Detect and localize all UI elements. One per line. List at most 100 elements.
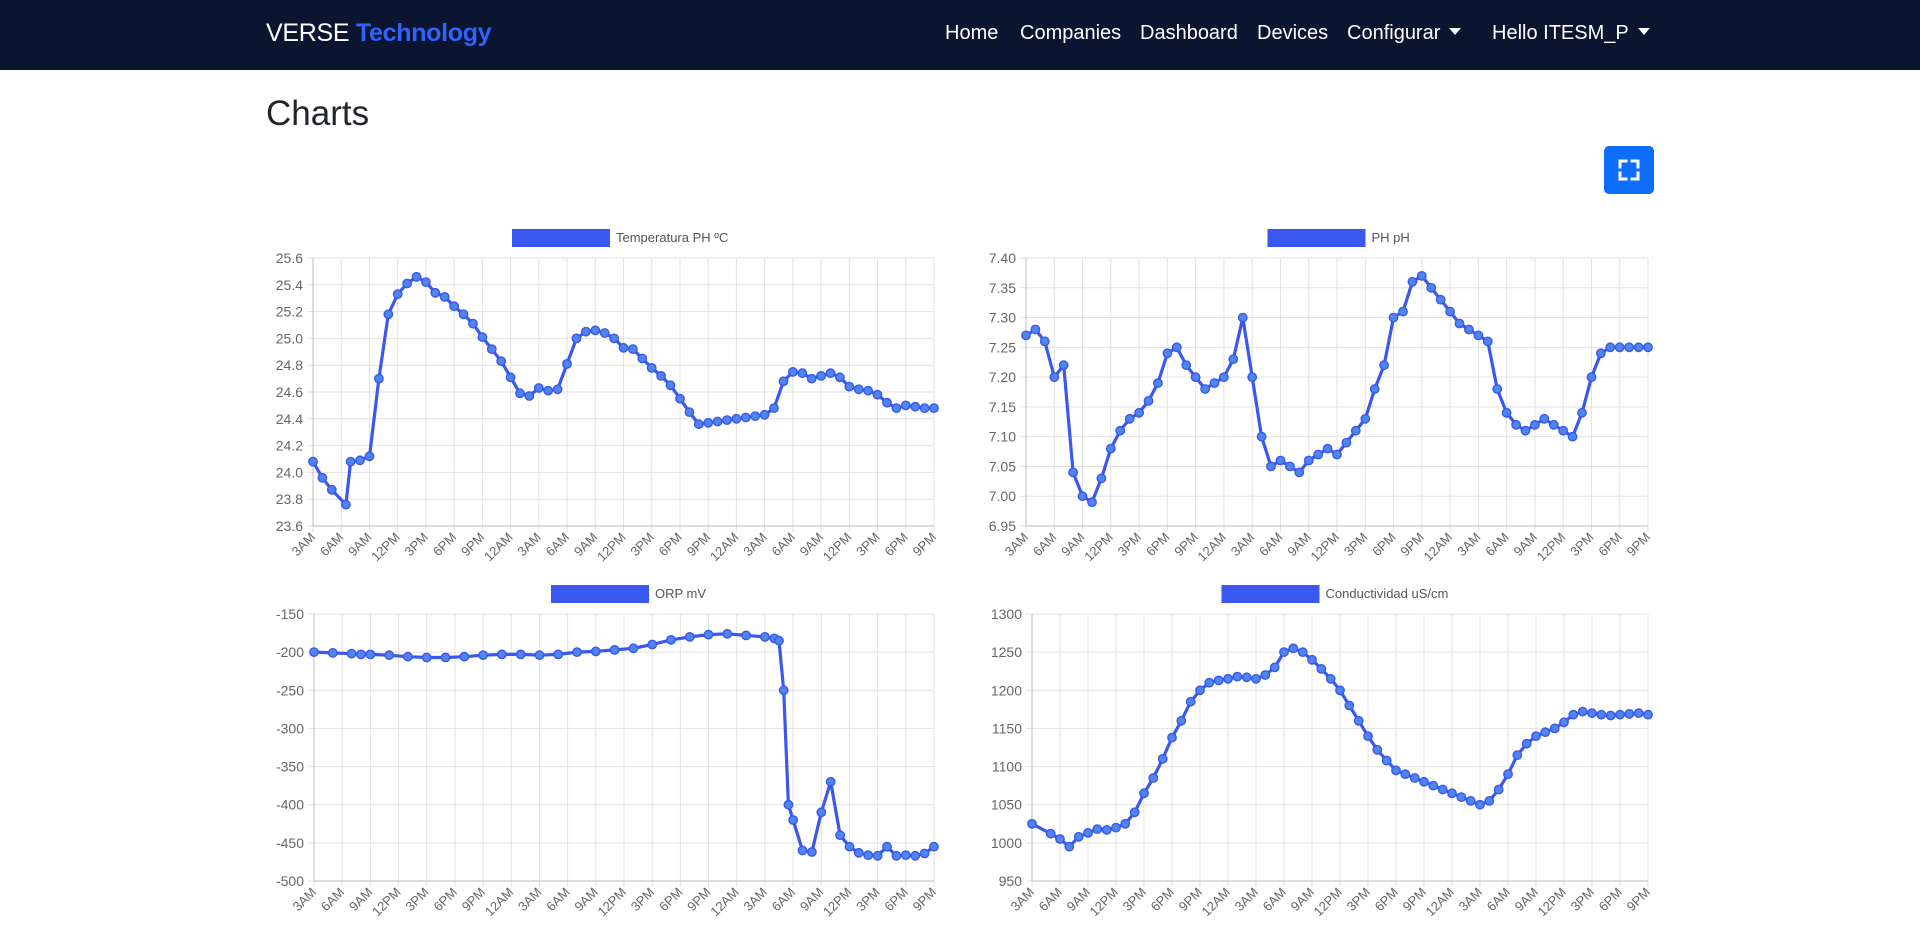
data-point[interactable] bbox=[1503, 769, 1513, 780]
data-point[interactable] bbox=[769, 403, 779, 414]
data-point[interactable] bbox=[383, 309, 394, 320]
data-point[interactable] bbox=[1624, 342, 1635, 353]
data-point[interactable] bbox=[449, 301, 460, 312]
data-point[interactable] bbox=[1322, 443, 1333, 454]
data-point[interactable] bbox=[421, 652, 432, 663]
data-point[interactable] bbox=[1096, 473, 1107, 484]
data-point[interactable] bbox=[1512, 750, 1523, 761]
data-point[interactable] bbox=[543, 385, 554, 396]
data-point[interactable] bbox=[345, 456, 356, 467]
brand-logo[interactable]: VERSE Technology bbox=[266, 19, 492, 48]
data-point[interactable] bbox=[1232, 671, 1243, 682]
data-point[interactable] bbox=[693, 419, 704, 430]
data-point[interactable] bbox=[1303, 455, 1314, 466]
data-point[interactable] bbox=[835, 830, 845, 841]
data-point[interactable] bbox=[910, 850, 921, 861]
data-point[interactable] bbox=[628, 643, 639, 654]
data-point[interactable] bbox=[1139, 788, 1149, 799]
data-point[interactable] bbox=[797, 368, 808, 379]
data-point[interactable] bbox=[853, 847, 864, 858]
data-point[interactable] bbox=[1335, 685, 1345, 696]
data-point[interactable] bbox=[364, 451, 375, 462]
data-point[interactable] bbox=[1539, 413, 1550, 424]
data-point[interactable] bbox=[1021, 330, 1031, 341]
data-point[interactable] bbox=[778, 685, 789, 696]
data-point[interactable] bbox=[1316, 664, 1327, 674]
data-point[interactable] bbox=[1307, 654, 1317, 665]
data-point[interactable] bbox=[553, 649, 564, 660]
nav-dashboard[interactable]: Dashboard bbox=[1140, 22, 1238, 44]
legend-swatch[interactable] bbox=[1221, 585, 1320, 603]
data-point[interactable] bbox=[1463, 324, 1474, 335]
data-point[interactable] bbox=[308, 456, 318, 467]
data-point[interactable] bbox=[666, 635, 676, 645]
data-point[interactable] bbox=[1353, 715, 1364, 726]
data-point[interactable] bbox=[1372, 744, 1383, 755]
data-point[interactable] bbox=[1213, 675, 1224, 686]
data-point[interactable] bbox=[703, 417, 714, 428]
data-point[interactable] bbox=[515, 388, 525, 399]
data-point[interactable] bbox=[1530, 419, 1540, 430]
data-point[interactable] bbox=[327, 648, 338, 658]
data-point[interactable] bbox=[1068, 467, 1079, 478]
data-point[interactable] bbox=[1605, 342, 1616, 353]
data-point[interactable] bbox=[774, 635, 784, 646]
data-point[interactable] bbox=[712, 416, 723, 427]
data-point[interactable] bbox=[825, 368, 836, 379]
data-point[interactable] bbox=[1204, 677, 1215, 688]
legend-swatch[interactable] bbox=[1267, 229, 1366, 247]
data-point[interactable] bbox=[1241, 672, 1252, 683]
data-point[interactable] bbox=[1176, 715, 1187, 726]
data-point[interactable] bbox=[844, 381, 855, 392]
data-point[interactable] bbox=[1520, 425, 1531, 436]
data-point[interactable] bbox=[1465, 795, 1476, 806]
data-point[interactable] bbox=[1251, 673, 1261, 684]
data-point[interactable] bbox=[1445, 306, 1455, 317]
data-point[interactable] bbox=[929, 403, 939, 414]
data-point[interactable] bbox=[1428, 780, 1439, 791]
data-point[interactable] bbox=[863, 850, 874, 860]
data-point[interactable] bbox=[515, 649, 526, 660]
data-point[interactable] bbox=[572, 647, 582, 658]
data-point[interactable] bbox=[1363, 731, 1373, 742]
data-point[interactable] bbox=[637, 353, 648, 364]
data-point[interactable] bbox=[1111, 822, 1121, 833]
data-point[interactable] bbox=[1558, 425, 1569, 436]
data-point[interactable] bbox=[1266, 461, 1276, 472]
data-point[interactable] bbox=[1549, 723, 1560, 734]
data-point[interactable] bbox=[1115, 425, 1126, 436]
data-point[interactable] bbox=[872, 389, 883, 400]
data-point[interactable] bbox=[1092, 824, 1103, 835]
data-point[interactable] bbox=[1209, 378, 1220, 389]
data-point[interactable] bbox=[1256, 431, 1267, 442]
data-point[interactable] bbox=[1419, 776, 1429, 787]
data-point[interactable] bbox=[844, 841, 855, 852]
data-point[interactable] bbox=[459, 651, 470, 662]
data-point[interactable] bbox=[533, 383, 544, 393]
data-point[interactable] bbox=[1087, 497, 1097, 508]
data-point[interactable] bbox=[562, 358, 572, 369]
data-point[interactable] bbox=[1055, 834, 1065, 844]
data-point[interactable] bbox=[1484, 795, 1495, 806]
data-point[interactable] bbox=[1615, 709, 1625, 720]
data-point[interactable] bbox=[468, 318, 478, 329]
data-point[interactable] bbox=[731, 413, 742, 424]
legend-label[interactable]: Temperatura PH ºC bbox=[616, 230, 728, 245]
data-point[interactable] bbox=[524, 391, 535, 401]
data-point[interactable] bbox=[1181, 360, 1192, 371]
data-point[interactable] bbox=[1586, 372, 1597, 383]
data-point[interactable] bbox=[1294, 467, 1305, 478]
data-point[interactable] bbox=[1157, 753, 1168, 764]
data-point[interactable] bbox=[1171, 342, 1182, 353]
data-point[interactable] bbox=[835, 372, 845, 383]
data-point[interactable] bbox=[1548, 419, 1559, 430]
data-point[interactable] bbox=[1540, 727, 1551, 738]
data-point[interactable] bbox=[675, 393, 685, 404]
data-point[interactable] bbox=[1228, 354, 1239, 365]
data-point[interactable] bbox=[1521, 738, 1532, 749]
data-point[interactable] bbox=[1058, 360, 1069, 371]
data-point[interactable] bbox=[1501, 407, 1512, 418]
data-point[interactable] bbox=[609, 333, 619, 344]
data-point[interactable] bbox=[411, 271, 422, 282]
data-point[interactable] bbox=[816, 370, 826, 381]
